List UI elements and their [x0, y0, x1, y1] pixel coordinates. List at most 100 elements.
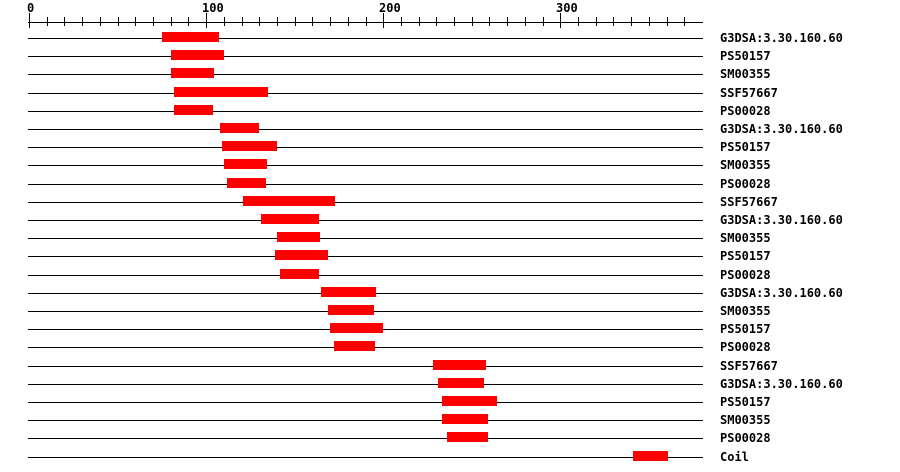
feature-bar [222, 141, 277, 151]
feature-label: G3DSA:3.30.160.60 [720, 377, 843, 391]
feature-label: PS50157 [720, 140, 771, 154]
feature-label: PS50157 [720, 395, 771, 409]
axis-tick-minor [171, 17, 172, 26]
feature-bar [171, 50, 224, 60]
feature-label: G3DSA:3.30.160.60 [720, 31, 843, 45]
axis-tick-minor [401, 17, 402, 26]
axis-tick-minor [118, 17, 119, 26]
feature-label: PS00028 [720, 177, 771, 191]
feature-bar [438, 378, 484, 388]
feature-label: PS50157 [720, 49, 771, 63]
feature-bar [447, 432, 488, 442]
feature-bar [442, 396, 497, 406]
axis-tick-minor [330, 17, 331, 26]
feature-row-line [28, 165, 703, 166]
feature-bar [174, 87, 268, 97]
feature-label: PS50157 [720, 249, 771, 263]
axis-tick-minor [507, 17, 508, 26]
axis-tick-minor [472, 17, 473, 26]
feature-row-line [28, 147, 703, 148]
axis-tick-minor [436, 17, 437, 26]
axis-tick-minor [242, 17, 243, 26]
axis-tick-minor [135, 17, 136, 26]
axis-tick-minor [543, 17, 544, 26]
feature-bar [280, 269, 319, 279]
feature-bar [171, 68, 214, 78]
feature-label: SM00355 [720, 67, 771, 81]
axis-tick-minor [82, 17, 83, 26]
feature-row-line [28, 202, 703, 203]
feature-bar [220, 123, 259, 133]
feature-row-line [28, 256, 703, 257]
feature-row-line [28, 129, 703, 130]
axis-tick-minor [525, 17, 526, 26]
feature-row-line [28, 402, 703, 403]
feature-bar [442, 414, 488, 424]
axis-tick-minor [366, 17, 367, 26]
feature-row-line [28, 238, 703, 239]
feature-bar [275, 250, 328, 260]
feature-label: Coil [720, 450, 749, 464]
feature-label: SSF57667 [720, 86, 778, 100]
feature-row-line [28, 420, 703, 421]
feature-bar [321, 287, 376, 297]
axis-tick-minor [649, 17, 650, 26]
axis-tick-label: 300 [556, 1, 578, 15]
feature-label: SM00355 [720, 158, 771, 172]
feature-row-line [28, 438, 703, 439]
axis-tick-minor [578, 17, 579, 26]
feature-label: SM00355 [720, 304, 771, 318]
axis-tick-minor [631, 17, 632, 26]
feature-row-line [28, 184, 703, 185]
axis-tick-minor [224, 17, 225, 26]
feature-bar [633, 451, 668, 461]
axis-tick-minor [153, 17, 154, 26]
feature-label: SSF57667 [720, 195, 778, 209]
ruler-axis-line [28, 22, 703, 23]
feature-row-line [28, 74, 703, 75]
axis-tick-major [29, 13, 30, 28]
feature-row-line [28, 275, 703, 276]
feature-bar [243, 196, 335, 206]
axis-tick-minor [64, 17, 65, 26]
feature-bar [224, 159, 267, 169]
axis-tick-minor [100, 17, 101, 26]
feature-bar [162, 32, 219, 42]
axis-tick-minor [667, 17, 668, 26]
feature-row-line [28, 93, 703, 94]
axis-tick-minor [312, 17, 313, 26]
feature-bar [277, 232, 320, 242]
feature-row-line [28, 457, 703, 458]
feature-label: PS50157 [720, 322, 771, 336]
feature-bar [433, 360, 486, 370]
feature-label: SM00355 [720, 231, 771, 245]
axis-tick-minor [613, 17, 614, 26]
feature-row-line [28, 111, 703, 112]
axis-tick-minor [295, 17, 296, 26]
feature-bar [174, 105, 213, 115]
feature-bar [328, 305, 374, 315]
axis-tick-major [560, 13, 561, 28]
axis-tick-minor [277, 17, 278, 26]
feature-label: PS00028 [720, 431, 771, 445]
feature-row-line [28, 384, 703, 385]
feature-label: G3DSA:3.30.160.60 [720, 286, 843, 300]
axis-tick-minor [419, 17, 420, 26]
axis-tick-minor [489, 17, 490, 26]
axis-tick-minor [259, 17, 260, 26]
feature-row-line [28, 366, 703, 367]
feature-row-line [28, 56, 703, 57]
feature-bar [227, 178, 266, 188]
axis-tick-minor [454, 17, 455, 26]
axis-tick-major [383, 13, 384, 28]
feature-bar [334, 341, 375, 351]
feature-label: SM00355 [720, 413, 771, 427]
axis-tick-major [206, 13, 207, 28]
feature-label: PS00028 [720, 268, 771, 282]
axis-tick-minor [684, 17, 685, 26]
feature-label: G3DSA:3.30.160.60 [720, 122, 843, 136]
feature-label: PS00028 [720, 104, 771, 118]
feature-bar [261, 214, 319, 224]
axis-tick-minor [188, 17, 189, 26]
